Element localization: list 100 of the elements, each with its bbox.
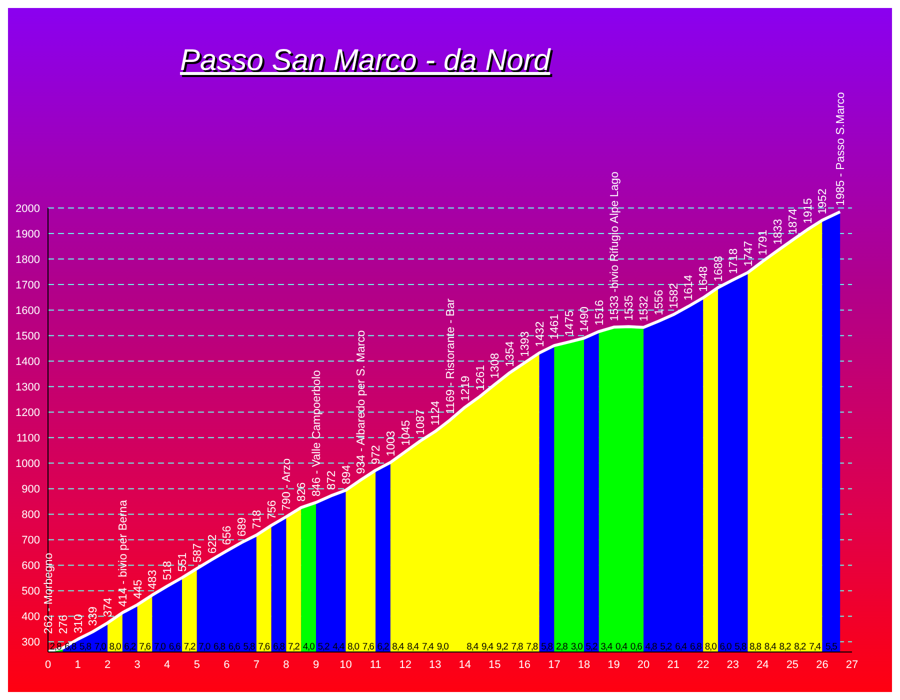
- y-tick-label: 2000: [16, 202, 40, 215]
- data-label: 718: [251, 510, 264, 530]
- data-label: 1535: [624, 295, 636, 321]
- annotation: 8,8: [750, 642, 762, 653]
- data-label: 689: [236, 517, 249, 537]
- x-tick-label: 27: [846, 658, 858, 671]
- x-tick-label: 14: [458, 658, 472, 671]
- annotation: 8,4: [466, 642, 478, 653]
- annotation: 8,0: [704, 642, 717, 653]
- y-tick-label: 1900: [16, 228, 40, 240]
- data-label: 1556: [653, 290, 666, 316]
- annotation: 0,6: [630, 642, 642, 653]
- x-tick-label: 17: [548, 658, 560, 671]
- data-label: 1718: [728, 248, 740, 274]
- annotation: 5,2: [318, 642, 330, 653]
- x-tick-label: 15: [488, 658, 501, 671]
- annotation: 0,4: [616, 642, 628, 653]
- annotation: 7,0: [198, 642, 210, 653]
- data-label: 1124: [430, 400, 442, 426]
- annotation: 8,2: [794, 642, 806, 653]
- x-tick-label: 5: [194, 658, 200, 671]
- annotation: 7,8: [526, 642, 538, 653]
- data-label: 1532: [638, 296, 651, 322]
- annotation: 6,8: [273, 642, 285, 653]
- annotation: 6,8: [64, 642, 76, 653]
- annotation: 7,4: [422, 642, 434, 653]
- annotation: 9,2: [496, 642, 508, 653]
- annotation: 8,4: [392, 642, 404, 653]
- data-label: 622: [206, 534, 219, 554]
- y-tick-label: 1600: [16, 304, 40, 317]
- x-tick-label: 16: [518, 658, 531, 671]
- y-tick-label: 1700: [16, 279, 40, 292]
- data-label: 1432: [534, 321, 546, 347]
- y-tick-label: 300: [22, 636, 40, 649]
- x-tick-label: 7: [253, 658, 260, 671]
- annotation: 4,0: [302, 642, 315, 653]
- annotation: 6,4: [675, 642, 687, 653]
- annotation: 5,8: [541, 642, 553, 653]
- annotation: 3,0: [570, 642, 583, 653]
- data-label: 1833: [772, 219, 785, 245]
- x-tick-label: 24: [756, 658, 769, 671]
- data-label: 1874: [787, 208, 800, 234]
- data-label: 551: [177, 552, 189, 572]
- y-tick-label: 1800: [16, 254, 40, 266]
- y-tick-label: 1200: [16, 407, 40, 420]
- annotation: 7,2: [184, 642, 196, 653]
- annotation: 6,0: [720, 642, 732, 653]
- annotation: 5,2: [586, 642, 598, 653]
- annotation: 7,0: [154, 642, 166, 653]
- data-label: 518: [162, 560, 174, 580]
- data-label: 1087: [415, 409, 428, 435]
- annotation: 8,0: [348, 642, 360, 653]
- annotation: 8,2: [779, 642, 792, 653]
- annotation: 5,2: [660, 642, 672, 653]
- x-tick-label: 1: [74, 658, 81, 671]
- data-label: 1045: [400, 420, 412, 446]
- y-tick-label: 1400: [16, 356, 40, 368]
- y-tick-label: 700: [22, 534, 40, 547]
- data-label: 1219: [460, 376, 472, 402]
- data-label: 587: [192, 543, 204, 563]
- data-label: 1688: [713, 256, 725, 282]
- y-tick-label: 1100: [16, 432, 40, 445]
- annotation: 8,0: [109, 642, 122, 653]
- x-tick-label: 12: [399, 658, 412, 671]
- annotation: 7,6: [258, 642, 270, 653]
- y-tick-label: 900: [22, 484, 40, 496]
- x-tick-label: 8: [283, 658, 290, 671]
- annotation: 5,8: [734, 642, 746, 653]
- y-tick-label: 1300: [16, 382, 40, 394]
- data-label: 1475: [564, 310, 576, 336]
- x-tick-label: 19: [608, 658, 620, 671]
- data-label: 872: [326, 470, 338, 490]
- annotation: 8,4: [407, 642, 419, 653]
- data-label: 656: [222, 526, 234, 545]
- data-label: 790 - Arzo: [281, 458, 294, 511]
- data-label: 1582: [668, 283, 680, 309]
- data-label: 1169 - Ristorante - Bar: [445, 298, 457, 414]
- annotation: 7,6: [362, 642, 374, 653]
- y-tick-label: 500: [22, 586, 40, 598]
- x-tick-label: 18: [578, 658, 590, 671]
- x-tick-label: 6: [224, 658, 230, 671]
- annotation: 3,4: [600, 642, 612, 653]
- data-label: 1985 - Passo S.Marco: [835, 92, 848, 206]
- data-label: 414 - bivio per Berna: [117, 499, 130, 607]
- annotation: 9,4: [482, 642, 494, 653]
- annotation: 7,6: [139, 642, 151, 653]
- data-label: 1461: [549, 314, 562, 340]
- x-tick-label: 2: [104, 658, 111, 671]
- x-tick-label: 11: [370, 658, 382, 671]
- data-label: 1952: [817, 188, 830, 214]
- x-tick-label: 20: [637, 658, 650, 671]
- data-label: 310: [72, 614, 85, 634]
- data-label: 1516: [594, 300, 606, 326]
- annotation: 7,4: [809, 642, 821, 653]
- data-label: 1261: [474, 364, 487, 391]
- data-label: 1915: [802, 198, 814, 224]
- annotation: 6,2: [124, 642, 136, 653]
- data-label: 894: [340, 464, 353, 484]
- annotation: 6,6: [228, 642, 240, 653]
- annotation: 6,8: [214, 642, 226, 653]
